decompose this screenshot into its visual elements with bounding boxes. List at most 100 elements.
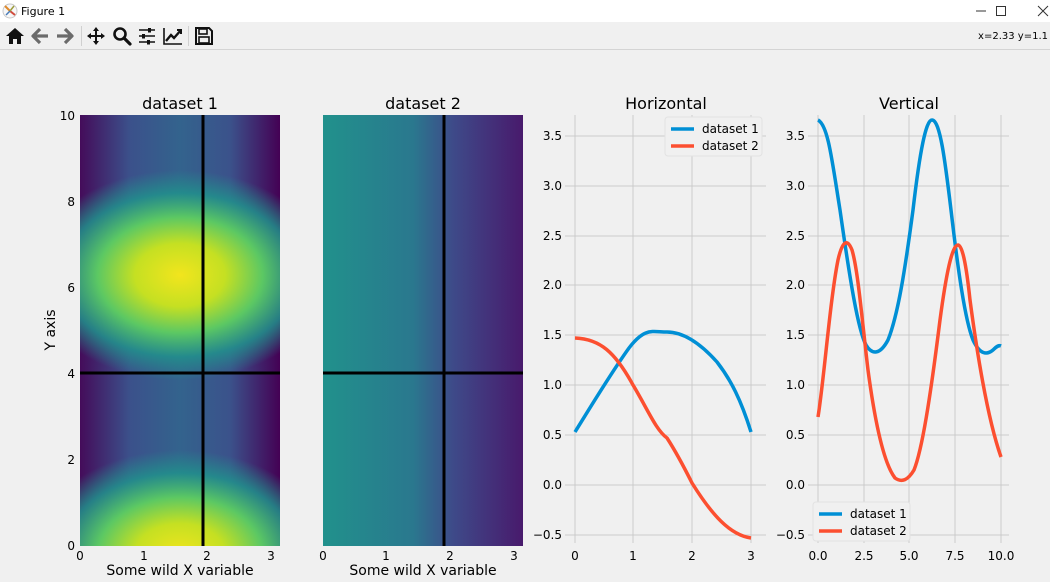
svg-text:−0.5: −0.5 bbox=[533, 528, 562, 542]
svg-text:0: 0 bbox=[76, 549, 84, 563]
cursor-coordinates: x=2.33 y=1.1 bbox=[978, 31, 1048, 42]
svg-text:0.5: 0.5 bbox=[786, 428, 805, 442]
svg-text:3.0: 3.0 bbox=[543, 179, 562, 193]
y-tick-labels: −0.5 0.0 0.5 1.0 1.5 2.0 2.5 3.0 3.5 bbox=[776, 129, 805, 542]
magnifier-icon bbox=[113, 27, 132, 46]
legend-label-dataset-2: dataset 2 bbox=[850, 524, 907, 538]
home-icon bbox=[6, 28, 24, 44]
svg-text:3: 3 bbox=[747, 549, 755, 563]
toolbar-separator bbox=[188, 26, 189, 46]
svg-text:1: 1 bbox=[140, 549, 148, 563]
svg-text:4: 4 bbox=[67, 367, 75, 381]
line-chart-vertical[interactable]: Vertical −0.5 0.0 0.5 1.0 1.5 2.0 2.5 3 bbox=[776, 94, 1015, 563]
svg-text:3.5: 3.5 bbox=[543, 129, 562, 143]
svg-text:1: 1 bbox=[629, 549, 637, 563]
heatmap-dataset-2[interactable]: dataset 2 0 1 2 3 Some wild X variable bbox=[123, 94, 643, 579]
svg-text:1.5: 1.5 bbox=[543, 328, 562, 342]
legend: dataset 1 dataset 2 bbox=[812, 501, 911, 542]
svg-text:1.0: 1.0 bbox=[786, 378, 805, 392]
y-tick-labels: −0.5 0.0 0.5 1.0 1.5 2.0 2.5 3.0 3.5 bbox=[533, 129, 562, 542]
svg-text:0.5: 0.5 bbox=[543, 428, 562, 442]
svg-text:3.5: 3.5 bbox=[786, 129, 805, 143]
plot-title: dataset 2 bbox=[385, 94, 461, 113]
toolbar-separator bbox=[81, 26, 82, 46]
configure-subplots-button[interactable] bbox=[136, 25, 158, 47]
svg-text:2.0: 2.0 bbox=[786, 278, 805, 292]
svg-text:0.0: 0.0 bbox=[786, 478, 805, 492]
svg-text:2.5: 2.5 bbox=[786, 229, 805, 243]
svg-text:2: 2 bbox=[688, 549, 696, 563]
maximize-icon bbox=[996, 6, 1006, 16]
line-chart-horizontal[interactable]: Horizontal −0.5 0.0 0.5 1.0 1.5 2.0 2.5 … bbox=[533, 94, 766, 563]
plot-title: Vertical bbox=[879, 94, 939, 113]
maximize-button[interactable] bbox=[978, 0, 1024, 22]
svg-text:10.0: 10.0 bbox=[988, 549, 1015, 563]
window-title: Figure 1 bbox=[21, 4, 66, 18]
edit-axis-button[interactable] bbox=[162, 25, 184, 47]
figure-canvas[interactable]: dataset 1 0 2 4 6 8 10 0 1 2 3 Some wild… bbox=[0, 51, 1050, 579]
svg-text:5.0: 5.0 bbox=[899, 549, 918, 563]
line-chart-icon bbox=[163, 28, 182, 45]
minimize-icon bbox=[976, 10, 986, 12]
heatmap-dataset-1[interactable]: dataset 1 0 2 4 6 8 10 0 1 2 3 Some wild… bbox=[30, 94, 330, 579]
svg-text:0: 0 bbox=[571, 549, 579, 563]
x-tick-labels: 0 1 2 3 bbox=[571, 549, 755, 563]
move-icon bbox=[87, 27, 105, 45]
zoom-button[interactable] bbox=[111, 25, 133, 47]
svg-text:3.0: 3.0 bbox=[786, 179, 805, 193]
x-tick-labels: 0 1 2 3 bbox=[76, 549, 275, 563]
svg-text:1.0: 1.0 bbox=[543, 378, 562, 392]
svg-text:0.0: 0.0 bbox=[543, 478, 562, 492]
floppy-disk-icon bbox=[195, 27, 213, 45]
series-dataset-2-line bbox=[574, 336, 752, 540]
svg-text:2.0: 2.0 bbox=[543, 278, 562, 292]
plot-title: Horizontal bbox=[625, 94, 707, 113]
x-tick-labels: 0 1 2 3 bbox=[319, 549, 518, 563]
y-axis-label: Y axis bbox=[43, 309, 59, 351]
home-button[interactable] bbox=[4, 25, 26, 47]
arrow-right-icon bbox=[57, 27, 74, 45]
legend: dataset 1 dataset 2 bbox=[664, 116, 763, 157]
svg-text:3: 3 bbox=[267, 549, 275, 563]
legend-label-dataset-1: dataset 1 bbox=[850, 507, 907, 521]
series-dataset-2-line bbox=[816, 241, 1003, 483]
svg-text:3: 3 bbox=[510, 549, 518, 563]
minimize-button[interactable] bbox=[958, 0, 1004, 22]
grid bbox=[565, 115, 766, 543]
back-button[interactable] bbox=[29, 25, 51, 47]
close-icon bbox=[1037, 5, 1049, 17]
save-button[interactable] bbox=[193, 25, 215, 47]
svg-text:2.5: 2.5 bbox=[854, 549, 873, 563]
svg-text:7.5: 7.5 bbox=[945, 549, 964, 563]
series-dataset-1-line bbox=[573, 329, 753, 433]
svg-text:2: 2 bbox=[203, 549, 211, 563]
svg-text:2.5: 2.5 bbox=[543, 229, 562, 243]
svg-text:2: 2 bbox=[446, 549, 454, 563]
svg-text:0.0: 0.0 bbox=[808, 549, 827, 563]
svg-text:1: 1 bbox=[382, 549, 390, 563]
legend-label-dataset-1: dataset 1 bbox=[702, 122, 759, 136]
svg-text:8: 8 bbox=[67, 195, 75, 209]
svg-text:−0.5: −0.5 bbox=[776, 528, 805, 542]
sliders-icon bbox=[139, 28, 155, 45]
svg-text:0: 0 bbox=[67, 539, 75, 553]
matplotlib-app-icon bbox=[2, 3, 18, 19]
close-button[interactable] bbox=[1020, 0, 1050, 22]
navigation-toolbar: x=2.33 y=1.1 bbox=[0, 22, 1050, 50]
svg-text:0: 0 bbox=[319, 549, 327, 563]
grid bbox=[808, 115, 1009, 543]
svg-text:10: 10 bbox=[60, 109, 75, 123]
svg-text:6: 6 bbox=[67, 281, 75, 295]
x-axis-label: Some wild X variable bbox=[106, 563, 253, 578]
window-title-bar: Figure 1 bbox=[0, 0, 1050, 22]
pan-button[interactable] bbox=[85, 25, 107, 47]
legend-label-dataset-2: dataset 2 bbox=[702, 139, 759, 153]
arrow-left-icon bbox=[31, 27, 48, 45]
svg-text:2: 2 bbox=[67, 453, 75, 467]
x-axis-label: Some wild X variable bbox=[349, 563, 496, 578]
svg-text:1.5: 1.5 bbox=[786, 328, 805, 342]
plot-title: dataset 1 bbox=[142, 94, 218, 113]
x-tick-labels: 0.0 2.5 5.0 7.5 10.0 bbox=[808, 549, 1014, 563]
y-tick-labels: 0 2 4 6 8 10 bbox=[60, 109, 75, 553]
forward-button[interactable] bbox=[54, 25, 76, 47]
